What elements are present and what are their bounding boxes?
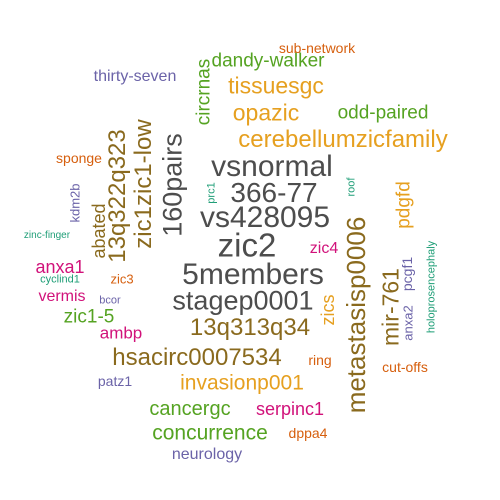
word-pdgfd: pdgfd xyxy=(393,181,415,229)
word-zics: zics xyxy=(318,294,338,326)
word-sponge: sponge xyxy=(56,150,102,166)
word-zic2: zic2 xyxy=(217,226,277,264)
word-invasionp001: invasionp001 xyxy=(180,371,304,395)
word-kdm2b: kdm2b xyxy=(67,183,83,223)
word-dppa4: dppa4 xyxy=(288,425,328,441)
word-serpinc1: serpinc1 xyxy=(255,399,325,419)
word-hsacirc0007534: hsacirc0007534 xyxy=(112,344,282,371)
word-zic1zic1-low: zic1zic1-low xyxy=(130,119,157,249)
word-sub-network: sub-network xyxy=(278,40,356,56)
word-366-77: 366-77 xyxy=(230,177,318,208)
word-concurrence: concurrence xyxy=(152,421,268,445)
word-odd-paired: odd-paired xyxy=(337,102,429,124)
word-13q313q34: 13q313q34 xyxy=(189,314,311,341)
word-cyclind1: cyclind1 xyxy=(40,273,80,286)
word-anxa2: anxa2 xyxy=(400,305,416,341)
word-vs428095: vs428095 xyxy=(199,201,331,234)
word-zic3: zic3 xyxy=(110,271,134,287)
word-thirty-seven: thirty-seven xyxy=(93,68,177,85)
word-160pairs: 160pairs xyxy=(157,133,188,237)
word-neurology: neurology xyxy=(171,446,243,463)
word-dandy-walker: dandy-walker xyxy=(211,50,325,72)
word-pcgf1: pcgf1 xyxy=(399,256,415,292)
word-stagep0001: stagep0001 xyxy=(172,285,314,316)
word-prc1: prc1 xyxy=(205,182,218,204)
word-zinc-finger: zinc-finger xyxy=(23,230,71,241)
word-roof: roof xyxy=(345,177,358,197)
word-bcor: bcor xyxy=(99,294,121,307)
word-ring: ring xyxy=(308,352,332,368)
word-vermis: vermis xyxy=(38,288,86,305)
word-holoprosencephaly: holoprosencephaly xyxy=(425,240,438,334)
word-circrnas: circrnas xyxy=(193,58,215,126)
word-zic1-5: zic1-5 xyxy=(63,306,115,328)
word-metastasisp0006: metastasisp0006 xyxy=(341,216,371,414)
word-vsnormal: vsnormal xyxy=(211,150,333,183)
word-cerebellumzicfamily: cerebellumzicfamily xyxy=(238,126,448,153)
word-abated: abated xyxy=(89,203,109,259)
word-opazic: opazic xyxy=(232,99,300,126)
word-zic4: zic4 xyxy=(309,240,339,257)
word-anxa1: anxa1 xyxy=(35,257,85,277)
word-13q322q323: 13q322q323 xyxy=(104,129,131,263)
word-cancergc: cancergc xyxy=(149,398,231,420)
word-ambp: ambp xyxy=(99,323,143,343)
word-cut-offs: cut-offs xyxy=(382,359,428,375)
word-patz1: patz1 xyxy=(97,373,133,389)
word-5members: 5members xyxy=(182,258,324,291)
word-tissuesgc: tissuesgc xyxy=(228,72,324,99)
